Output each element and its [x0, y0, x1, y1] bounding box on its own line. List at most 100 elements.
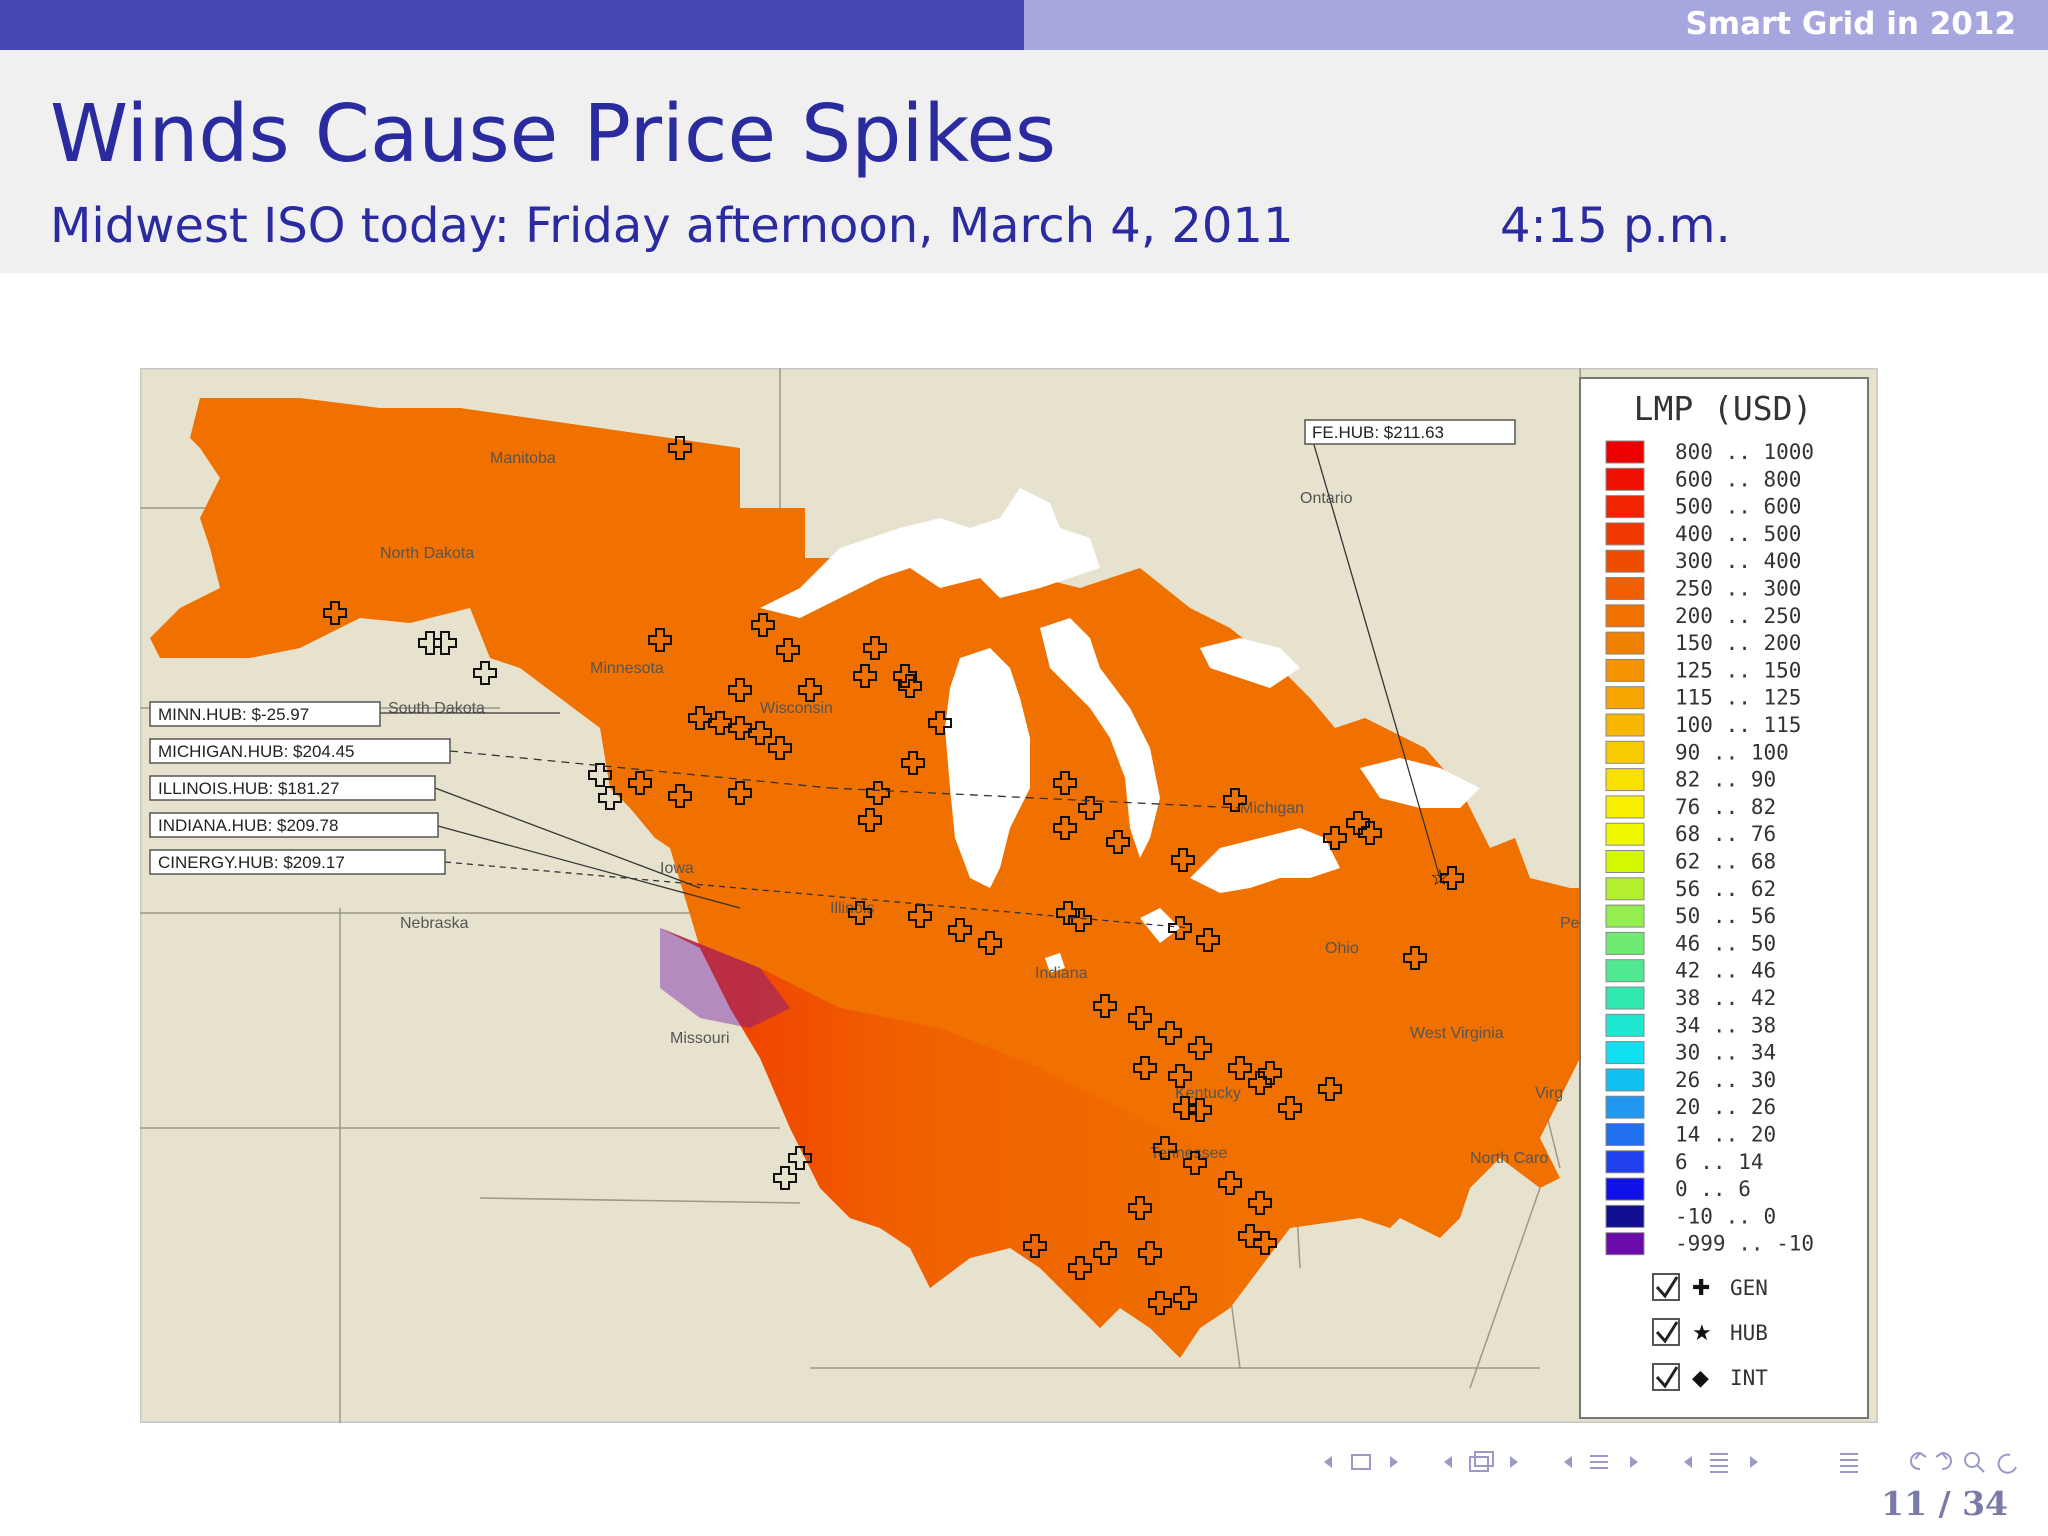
- legend-range-label: 30 .. 34: [1675, 1041, 1776, 1065]
- map-label-iowa: Iowa: [660, 860, 694, 877]
- legend-swatch: [1605, 631, 1645, 655]
- map-label-michigan: Michigan: [1240, 800, 1304, 817]
- generator-marker-icon: [908, 904, 932, 928]
- generator-marker-icon: [1023, 1234, 1047, 1258]
- generator-marker-icon: [688, 706, 712, 730]
- hub-label-minn: MINN.HUB: $-25.97: [158, 705, 309, 724]
- legend-range-label: 46 .. 50: [1675, 931, 1776, 955]
- generator-marker-icon: [1148, 1291, 1172, 1315]
- generator-marker-icon: [748, 721, 772, 745]
- legend-swatch: [1605, 495, 1645, 519]
- nav-prev-slide-icon[interactable]: [1324, 1456, 1332, 1468]
- legend-swatch: [1605, 959, 1645, 983]
- header-bar: Smart Grid in 2012: [0, 0, 2048, 50]
- legend-range-label: 6 .. 14: [1675, 1150, 1764, 1174]
- generator-marker-icon: [866, 781, 890, 805]
- legend-range-label: 68 .. 76: [1675, 822, 1776, 846]
- generator-marker-icon: [901, 751, 925, 775]
- title-block: Winds Cause Price Spikes Midwest ISO tod…: [0, 50, 2048, 273]
- lake-michigan: [945, 648, 1030, 888]
- legend-swatch: [1605, 604, 1645, 628]
- legend-range-label: 26 .. 30: [1675, 1068, 1776, 1092]
- generator-marker-icon: [1068, 1256, 1092, 1280]
- lake-superior: [760, 488, 1100, 618]
- legend-swatch: [1605, 740, 1645, 764]
- nav-slide-icon[interactable]: [1351, 1454, 1371, 1470]
- nav-document-icon[interactable]: [1840, 1453, 1858, 1473]
- slide-title: Winds Cause Price Spikes: [50, 88, 1057, 180]
- legend-swatch: [1605, 1041, 1645, 1065]
- legend-swatch: [1605, 658, 1645, 682]
- generator-marker-icon: [598, 786, 622, 810]
- hub-label-illinois: ILLINOIS.HUB: $181.27: [158, 779, 339, 798]
- nav-subsection-icon[interactable]: [1590, 1455, 1608, 1469]
- legend-range-label: 250 .. 300: [1675, 577, 1801, 601]
- legend-swatch: [1605, 795, 1645, 819]
- nav-search-icon[interactable]: [1964, 1452, 1985, 1473]
- legend-range-label: 800 .. 1000: [1675, 440, 1814, 464]
- generator-marker-icon: [648, 628, 672, 652]
- nav-prev-section-icon[interactable]: [1684, 1456, 1692, 1468]
- generator-marker-icon: [1403, 946, 1427, 970]
- generator-marker-icon: [1318, 1077, 1342, 1101]
- generator-marker-icon: [728, 678, 752, 702]
- hub-symbol-icon: ★: [1692, 1321, 1712, 1346]
- hub-label-fe: FE.HUB: $211.63: [1312, 423, 1444, 442]
- legend-range-label: 56 .. 62: [1675, 877, 1776, 901]
- nav-prev-frame-icon[interactable]: [1444, 1456, 1452, 1468]
- legend-range-label: 82 .. 90: [1675, 768, 1776, 792]
- map-label-wisconsin: Wisconsin: [760, 700, 833, 717]
- generator-marker-icon: [1138, 1241, 1162, 1265]
- legend-swatch: [1605, 850, 1645, 873]
- legend-toggle-int[interactable]: ◆ INT: [1652, 1363, 1768, 1391]
- generator-marker-icon: [898, 674, 922, 698]
- legend-range-label: -999 .. -10: [1675, 1232, 1814, 1256]
- nav-loop-icon[interactable]: [1997, 1453, 2017, 1474]
- legend-swatch: [1605, 686, 1645, 710]
- section-title: Smart Grid in 2012: [1685, 6, 2016, 42]
- gen-symbol-icon: ✚: [1692, 1276, 1710, 1301]
- legend-swatch: [1605, 931, 1645, 955]
- beamer-navigation[interactable]: [1310, 1445, 2030, 1479]
- generator-marker-icon: [1053, 816, 1077, 840]
- legend-range-label: 115 .. 125: [1675, 686, 1801, 710]
- generator-marker-icon: [1223, 788, 1247, 812]
- nav-forward-icon[interactable]: [1935, 1451, 1952, 1470]
- nav-next-section-icon[interactable]: [1750, 1456, 1758, 1468]
- lmp-legend: LMP (USD) 800 .. 1000 600 .. 800 500 .. 60…: [1579, 377, 1869, 1419]
- generator-marker-icon: [1168, 1064, 1192, 1088]
- map-label-virginia: Virg: [1535, 1085, 1563, 1102]
- nav-prev-subsection-icon[interactable]: [1564, 1456, 1572, 1468]
- legend-toggle-hub[interactable]: ★ HUB: [1652, 1318, 1768, 1346]
- legend-toggle-gen[interactable]: ✚ GEN: [1652, 1273, 1768, 1301]
- nav-next-slide-icon[interactable]: [1390, 1456, 1398, 1468]
- hub-label-cinergy: CINERGY.HUB: $209.17: [158, 853, 345, 872]
- generator-marker-icon: [978, 931, 1002, 955]
- nav-frame-icon[interactable]: [1469, 1451, 1494, 1472]
- legend-range-label: 14 .. 20: [1675, 1123, 1776, 1147]
- nav-next-subsection-icon[interactable]: [1630, 1456, 1638, 1468]
- generator-marker-icon: [773, 1166, 797, 1190]
- legend-swatch: [1605, 713, 1645, 737]
- lake-ontario: [1360, 758, 1480, 808]
- generator-marker-icon: [1258, 1061, 1282, 1085]
- generator-marker-icon: [433, 631, 457, 655]
- generator-marker-icon: [1440, 866, 1464, 890]
- generator-marker-icon: [1323, 826, 1347, 850]
- legend-range-label: 20 .. 26: [1675, 1095, 1776, 1119]
- legend-range-label: 50 .. 56: [1675, 904, 1776, 928]
- generator-marker-icon: [1173, 1096, 1197, 1120]
- slide-subtitle: Midwest ISO today: Friday afternoon, Mar…: [50, 198, 1294, 254]
- generator-marker-icon: [776, 638, 800, 662]
- southern-price-zone: [660, 928, 1290, 1358]
- generator-markers: ☆: [323, 436, 1464, 1315]
- legend-range-label: 90 .. 100: [1675, 740, 1789, 764]
- generator-marker-icon: [1128, 1196, 1152, 1220]
- nav-back-icon[interactable]: [1910, 1451, 1927, 1470]
- generator-marker-icon: [728, 716, 752, 740]
- map-label-manitoba: Manitoba: [490, 450, 556, 467]
- generator-marker-icon: [1053, 771, 1077, 795]
- legend-range-label: 125 .. 150: [1675, 658, 1801, 682]
- nav-next-frame-icon[interactable]: [1510, 1456, 1518, 1468]
- nav-section-icon[interactable]: [1710, 1453, 1728, 1473]
